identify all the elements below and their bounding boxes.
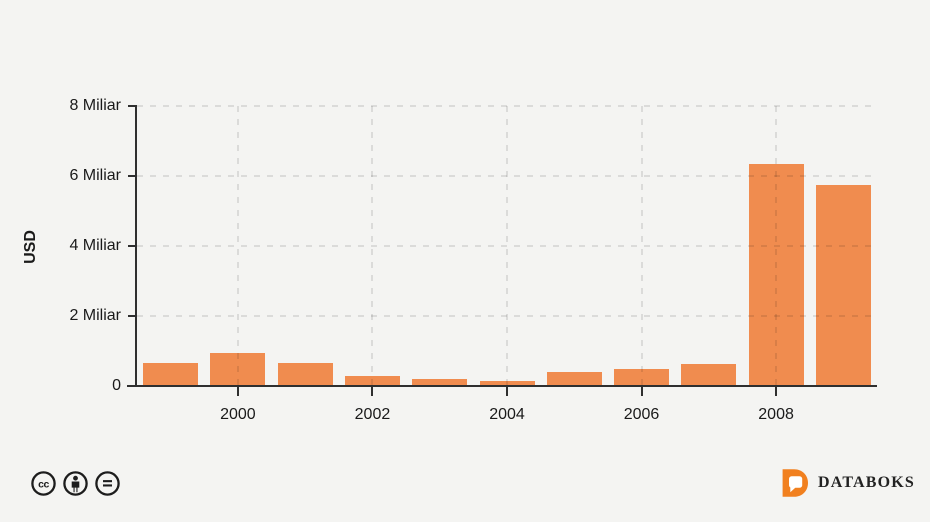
bar-2001[interactable]: [277, 363, 333, 386]
x-axis-tick: [775, 387, 778, 396]
x-tick-label: 2002: [354, 406, 391, 423]
x-axis-tick: [640, 387, 643, 396]
bar-1999[interactable]: [143, 363, 199, 386]
databoks-logo-icon: [782, 469, 808, 497]
y-tick-label: 8 Miliar: [69, 97, 121, 114]
license-badges[interactable]: cc: [30, 470, 121, 497]
svg-text:cc: cc: [38, 478, 49, 490]
gridline-vertical: [236, 106, 239, 386]
databoks-logo-text: DATABOKS: [818, 474, 916, 491]
x-axis-tick: [236, 387, 239, 396]
gridline-vertical: [371, 106, 374, 386]
x-axis-tick: [506, 387, 508, 396]
x-tick-label: 2000: [220, 406, 256, 423]
x-tick-label: 2004: [489, 406, 525, 423]
y-tick-label: 4 Miliar: [69, 237, 121, 254]
y-axis-tick: [128, 105, 135, 107]
bar-2004[interactable]: [479, 381, 535, 386]
y-axis-tick: [128, 175, 135, 177]
bar-2008[interactable]: [748, 163, 804, 386]
y-axis-tick: [128, 315, 135, 317]
attribution-icon[interactable]: [62, 470, 89, 497]
bar-2000[interactable]: [210, 352, 266, 386]
databoks-logo[interactable]: DATABOKS: [781, 468, 915, 498]
no-derivatives-icon[interactable]: [94, 470, 121, 497]
bar-2003[interactable]: [412, 379, 468, 386]
x-axis-line: [127, 385, 877, 387]
gridline-vertical: [506, 106, 508, 386]
y-axis-tick: [128, 245, 135, 247]
cc-icon[interactable]: cc: [30, 470, 57, 497]
bar-2002[interactable]: [344, 375, 400, 386]
y-tick-label: 0: [112, 377, 121, 394]
gridline-horizontal: [137, 245, 877, 247]
bar-2006[interactable]: [614, 368, 670, 386]
gridline-vertical: [640, 106, 643, 386]
x-axis-tick: [371, 387, 374, 396]
gridline-vertical: [775, 106, 778, 386]
x-tick-label: 2008: [758, 406, 794, 423]
bar-2005[interactable]: [546, 371, 602, 386]
gridline-horizontal: [137, 315, 877, 317]
x-tick-label: 2006: [623, 406, 660, 423]
bar-2009[interactable]: [815, 184, 871, 386]
y-tick-label: 6 Miliar: [69, 167, 121, 184]
gridline-horizontal: [137, 175, 877, 177]
bar-2007[interactable]: [681, 363, 737, 386]
y-axis-title: USD: [22, 230, 39, 264]
gridline-horizontal: [137, 105, 877, 107]
y-tick-label: 2 Miliar: [69, 307, 121, 324]
y-axis-line: [135, 105, 137, 387]
